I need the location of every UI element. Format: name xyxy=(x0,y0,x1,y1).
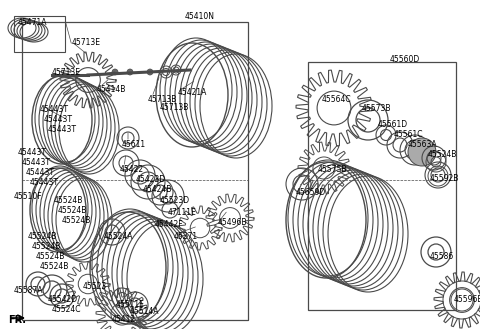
Text: 45524B: 45524B xyxy=(28,232,58,241)
Text: 45471A: 45471A xyxy=(18,18,48,27)
Text: 47111E: 47111E xyxy=(168,208,197,217)
Text: 45510F: 45510F xyxy=(14,192,43,201)
Text: 45611: 45611 xyxy=(122,140,146,149)
Text: FR.: FR. xyxy=(8,315,26,325)
Text: 45560D: 45560D xyxy=(390,55,420,64)
Text: 45659D: 45659D xyxy=(296,188,326,197)
Text: 45443T: 45443T xyxy=(48,125,77,134)
Text: 45596B: 45596B xyxy=(454,295,480,304)
Text: 45713E: 45713E xyxy=(72,38,101,47)
Text: 45422: 45422 xyxy=(120,165,144,174)
Text: 45496B: 45496B xyxy=(218,218,248,227)
Text: 45410N: 45410N xyxy=(185,12,215,21)
Text: 45524B: 45524B xyxy=(428,150,457,159)
Text: 45443T: 45443T xyxy=(40,105,69,114)
Text: 45443T: 45443T xyxy=(18,148,47,157)
Text: 45713B: 45713B xyxy=(148,95,178,104)
Text: 45524A: 45524A xyxy=(104,232,133,241)
Text: 45523: 45523 xyxy=(83,282,107,291)
Bar xyxy=(308,180,456,310)
Text: 45524B: 45524B xyxy=(36,252,65,261)
Circle shape xyxy=(147,69,153,75)
Circle shape xyxy=(157,219,163,225)
Text: 45563A: 45563A xyxy=(408,140,438,149)
Text: 45443T: 45443T xyxy=(26,168,55,177)
Text: 45592B: 45592B xyxy=(430,174,459,183)
Text: 45442F: 45442F xyxy=(155,220,184,229)
Text: 45523D: 45523D xyxy=(160,196,190,205)
Text: 45443T: 45443T xyxy=(44,115,73,124)
Text: 45586: 45586 xyxy=(430,252,454,261)
Text: 45542D: 45542D xyxy=(48,295,78,304)
Text: 45587A: 45587A xyxy=(14,286,44,295)
Text: 45423D: 45423D xyxy=(136,175,166,184)
Text: 45421A: 45421A xyxy=(178,88,207,97)
Text: 45443T: 45443T xyxy=(30,178,59,187)
Text: 45514A: 45514A xyxy=(130,307,159,316)
Text: 45524B: 45524B xyxy=(58,206,87,215)
Text: 45524C: 45524C xyxy=(52,305,82,314)
Text: 45564C: 45564C xyxy=(322,95,352,104)
Text: 45524B: 45524B xyxy=(40,262,70,271)
Text: 45713B: 45713B xyxy=(160,103,190,112)
Text: 45424B: 45424B xyxy=(143,185,172,194)
Text: 45561D: 45561D xyxy=(378,120,408,129)
Bar xyxy=(22,22,248,320)
Text: 45573B: 45573B xyxy=(362,104,392,113)
Text: 45524B: 45524B xyxy=(54,196,84,205)
Text: 45443T: 45443T xyxy=(22,158,51,167)
Text: 45524B: 45524B xyxy=(32,242,61,251)
Text: 45511E: 45511E xyxy=(116,300,145,309)
Text: 45575B: 45575B xyxy=(318,165,348,174)
Text: 45271: 45271 xyxy=(174,232,198,241)
Text: 45412: 45412 xyxy=(112,315,136,324)
Text: 45713E: 45713E xyxy=(52,68,81,77)
Circle shape xyxy=(408,138,436,166)
Circle shape xyxy=(112,69,118,75)
Bar xyxy=(308,62,456,310)
Text: 45524B: 45524B xyxy=(62,216,91,225)
Circle shape xyxy=(127,69,133,75)
Text: 45561C: 45561C xyxy=(394,130,423,139)
Bar xyxy=(22,180,248,320)
Text: 45414B: 45414B xyxy=(97,85,126,94)
Bar xyxy=(14,16,65,52)
